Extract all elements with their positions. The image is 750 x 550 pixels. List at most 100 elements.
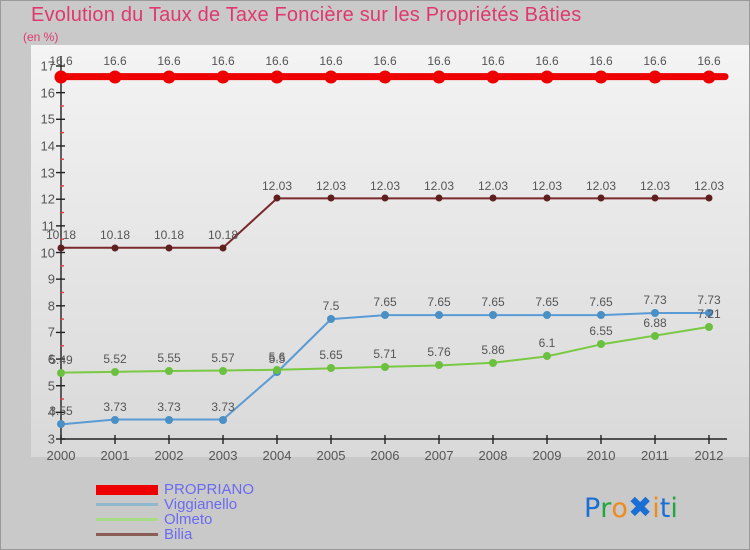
data-point-marker xyxy=(432,70,446,84)
data-point-label: 16.6 xyxy=(157,54,181,69)
data-point-label: 12.03 xyxy=(477,178,509,193)
data-point-label: 12.03 xyxy=(369,178,401,193)
legend-label: Bilia xyxy=(164,526,193,543)
legend-item-propriano[interactable]: PROPRIANO xyxy=(96,482,254,497)
data-point-marker xyxy=(651,308,659,317)
data-point-label: 10.18 xyxy=(207,228,239,243)
data-point-marker xyxy=(111,415,119,424)
legend-color-swatch xyxy=(96,533,158,536)
data-point-label: 16.6 xyxy=(427,54,451,69)
data-point-marker xyxy=(651,331,659,340)
logo-letter: t xyxy=(659,493,671,524)
data-point-marker xyxy=(597,194,605,202)
data-point-marker xyxy=(540,70,554,84)
legend-color-swatch xyxy=(96,484,158,495)
legend-color-swatch xyxy=(96,503,158,506)
data-point-label: 7.65 xyxy=(373,295,397,310)
data-point-marker xyxy=(162,70,176,84)
data-point-marker xyxy=(54,70,68,84)
y-axis-tick-label: 14 xyxy=(40,138,55,154)
y-axis-tick-label: 6 xyxy=(47,351,55,367)
data-point-marker xyxy=(705,308,713,317)
y-axis-tick-label: 15 xyxy=(40,111,55,127)
y-axis-tick-label: 13 xyxy=(40,165,55,181)
data-point-marker xyxy=(165,244,173,252)
data-point-label: 16.6 xyxy=(211,54,235,69)
data-point-marker xyxy=(381,311,389,320)
data-point-label: 7.65 xyxy=(481,295,505,310)
data-point-label: 16.6 xyxy=(481,54,505,69)
legend-label: Viggianello xyxy=(164,496,238,513)
data-point-label: 12.03 xyxy=(585,178,617,193)
data-point-label: 7.73 xyxy=(697,292,721,307)
y-axis-tick-label: 11 xyxy=(41,218,56,234)
y-axis-tick-label: 9 xyxy=(47,271,55,287)
data-point-marker xyxy=(648,70,662,84)
data-point-label: 16.6 xyxy=(643,54,667,69)
legend-item-viggianello[interactable]: Viggianello xyxy=(96,497,254,512)
data-point-label: 7.65 xyxy=(535,295,559,310)
data-point-marker xyxy=(597,311,605,320)
logo-letter: r xyxy=(600,493,612,524)
legend-item-olmeto[interactable]: Olmeto xyxy=(96,512,254,527)
data-point-label: 3.73 xyxy=(157,399,181,414)
data-point-label: 6.55 xyxy=(589,324,613,339)
x-axis-tick-label: 2008 xyxy=(478,448,508,463)
data-point-marker xyxy=(216,70,230,84)
data-point-label: 16.6 xyxy=(535,54,559,69)
data-point-label: 5.65 xyxy=(319,348,343,363)
data-point-marker xyxy=(273,365,281,374)
data-point-marker xyxy=(381,362,389,371)
data-point-marker xyxy=(705,194,713,202)
data-point-label: 5.76 xyxy=(427,345,451,360)
data-point-label: 5.57 xyxy=(211,350,235,365)
y-axis-tick-label: 7 xyxy=(47,324,55,340)
data-point-label: 16.6 xyxy=(589,54,613,69)
data-point-label: 3.73 xyxy=(103,399,127,414)
x-axis-tick-label: 2012 xyxy=(694,448,724,463)
logo-letter: P xyxy=(584,493,601,524)
logo-letter: ✖ xyxy=(627,490,653,524)
proxiti-logo: Pro✖iti xyxy=(584,490,678,524)
data-point-marker xyxy=(165,367,173,376)
data-point-label: 7.21 xyxy=(697,306,721,321)
page-title: Evolution du Taux de Taxe Foncière sur l… xyxy=(31,4,582,26)
data-point-label: 12.03 xyxy=(315,178,347,193)
x-axis-tick-label: 2007 xyxy=(424,448,454,463)
data-point-marker xyxy=(705,322,713,331)
data-point-label: 7.65 xyxy=(589,295,613,310)
data-point-label: 7.5 xyxy=(322,299,340,314)
chart-unit-subtitle: (en %) xyxy=(23,30,59,44)
logo-letter: i xyxy=(670,493,678,524)
data-point-label: 10.18 xyxy=(99,228,131,243)
data-point-marker xyxy=(111,367,119,376)
y-axis-tick-label: 3 xyxy=(47,431,55,447)
data-point-label: 12.03 xyxy=(639,178,671,193)
data-point-marker xyxy=(594,70,608,84)
data-point-label: 7.73 xyxy=(643,292,667,307)
data-point-label: 5.71 xyxy=(373,346,397,361)
data-point-marker xyxy=(702,70,716,84)
data-point-label: 6.1 xyxy=(538,336,556,351)
legend-color-swatch xyxy=(96,518,158,521)
data-point-marker xyxy=(327,194,335,202)
x-axis-tick-label: 2005 xyxy=(316,448,346,463)
data-point-label: 12.03 xyxy=(693,178,725,193)
logo-letter: i xyxy=(652,493,660,524)
data-point-label: 16.6 xyxy=(49,54,73,69)
x-axis-tick-label: 2003 xyxy=(208,448,238,463)
data-point-marker xyxy=(57,368,65,377)
y-axis-tick-label: 8 xyxy=(47,298,55,314)
data-point-label: 3.55 xyxy=(49,404,73,419)
chart-svg xyxy=(56,56,729,444)
data-point-marker xyxy=(489,194,497,202)
data-point-label: 5.5 xyxy=(268,352,286,367)
x-axis-tick-label: 2006 xyxy=(370,448,400,463)
data-point-label: 3.73 xyxy=(211,399,235,414)
data-point-marker xyxy=(108,70,122,84)
legend-item-bilia[interactable]: Bilia xyxy=(96,527,254,542)
data-point-label: 12.03 xyxy=(531,178,563,193)
logo-letter: o xyxy=(611,493,628,524)
x-axis-tick-label: 2011 xyxy=(641,448,669,463)
data-point-label: 16.6 xyxy=(103,54,127,69)
